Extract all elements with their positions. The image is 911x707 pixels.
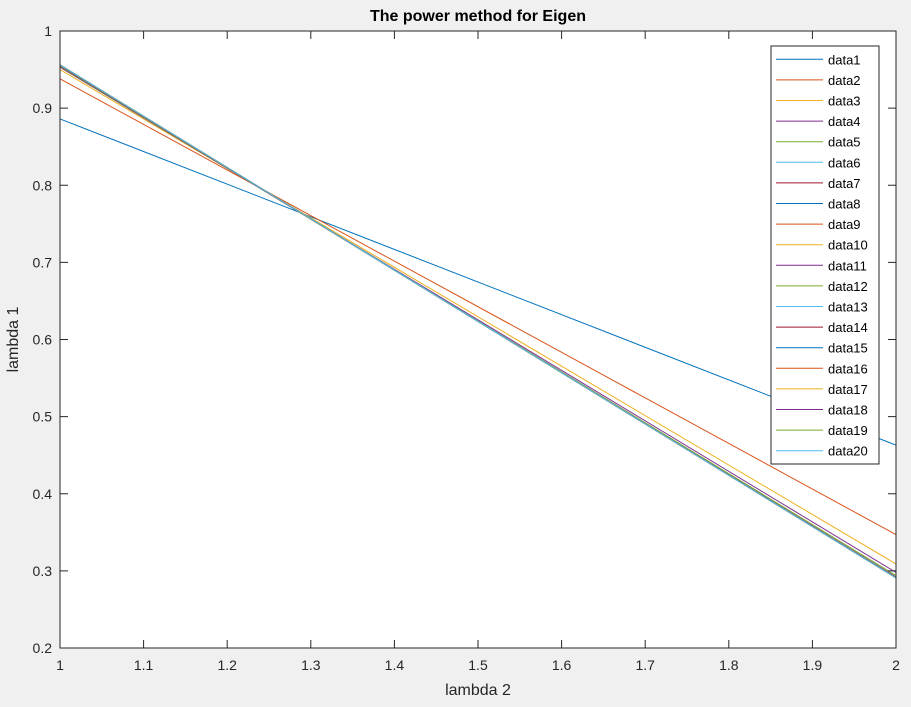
legend-label-data2: data2 (828, 73, 861, 88)
series-line-data20 (59, 64, 897, 579)
x-tick-label: 1.8 (719, 657, 739, 673)
legend-label-data5: data5 (828, 135, 861, 150)
y-tick-label: 0.7 (33, 254, 53, 270)
x-tick-label: 1.7 (635, 657, 655, 673)
x-tick-label: 1.3 (301, 657, 321, 673)
legend-label-data19: data19 (828, 423, 868, 438)
x-tick-label: 1.2 (217, 657, 237, 673)
legend-label-data6: data6 (828, 155, 861, 170)
legend-label-data12: data12 (828, 279, 868, 294)
legend-label-data18: data18 (828, 403, 868, 418)
x-tick-label: 1.6 (552, 657, 572, 673)
legend-label-data4: data4 (828, 114, 861, 129)
y-tick-label: 0.9 (33, 100, 53, 116)
x-tick-label: 1 (56, 657, 64, 673)
plot-area (60, 31, 896, 648)
legend-label-data17: data17 (828, 382, 868, 397)
chart-title: The power method for Eigen (370, 8, 586, 25)
series-line-data2 (59, 78, 897, 536)
y-tick-label: 0.6 (33, 332, 53, 348)
legend-label-data3: data3 (828, 94, 861, 109)
legend-label-data15: data15 (828, 341, 868, 356)
legend-label-data11: data11 (828, 258, 867, 273)
y-tick-label: 0.8 (33, 177, 53, 193)
y-tick-label: 0.3 (33, 563, 53, 579)
axes-layer: 1 1.1 1.2 1.3 1.4 1.5 1.6 1.7 1.8 1.9 2 0.2 0.3 0.4 0.… (33, 23, 901, 673)
x-tick-label: 1.9 (803, 657, 823, 673)
legend-label-data20: data20 (828, 444, 868, 459)
legend-label-data13: data13 (828, 300, 868, 315)
legend-label-data1: data1 (828, 52, 861, 67)
legend-label-data16: data16 (828, 361, 868, 376)
legend-label-data14: data14 (828, 320, 868, 335)
x-tick-label: 1.4 (385, 657, 405, 673)
y-tick-label: 0.5 (33, 409, 53, 425)
y-tick-label: 1 (44, 23, 52, 39)
x-tick-label: 1.1 (134, 657, 154, 673)
legend-label-data9: data9 (828, 217, 861, 232)
y-axis-label: lambda 1 (5, 306, 22, 372)
legend: data1 data2 data3 data4 data5 data6 data7 data8… (770, 45, 880, 465)
legend-box (770, 45, 880, 465)
x-tick-label: 2 (892, 657, 900, 673)
x-axis-label: lambda 2 (445, 682, 511, 699)
series-layer (59, 64, 897, 579)
legend-label-data8: data8 (828, 197, 861, 212)
legend-label-data10: data10 (828, 238, 868, 253)
y-tick-label: 0.2 (33, 640, 53, 656)
series-line-data1 (59, 118, 897, 446)
x-tick-label: 1.5 (468, 657, 488, 673)
y-tick-label: 0.4 (33, 486, 53, 502)
legend-label-data7: data7 (828, 176, 861, 191)
